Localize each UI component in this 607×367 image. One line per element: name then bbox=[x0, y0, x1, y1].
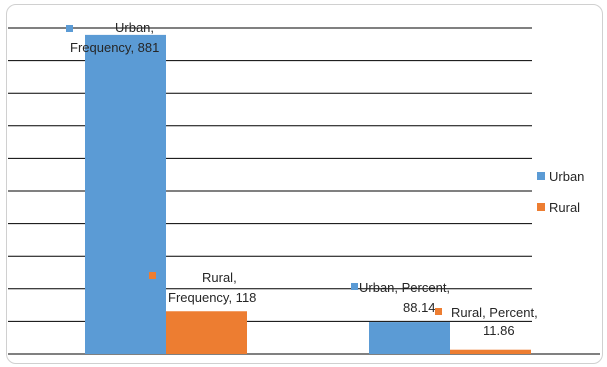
bars bbox=[85, 34, 531, 354]
data-label-marker bbox=[351, 283, 358, 290]
data-label: Frequency, 881 bbox=[70, 40, 159, 55]
legend-swatch-urban bbox=[537, 172, 545, 180]
data-label: Rural, bbox=[202, 270, 237, 285]
legend: Urban Rural bbox=[537, 169, 584, 215]
data-label: 88.14 bbox=[403, 300, 436, 315]
data-label: Frequency, 118 bbox=[168, 290, 256, 305]
bar-urban-frequency bbox=[85, 34, 166, 354]
data-label-marker bbox=[66, 25, 73, 32]
data-labels: Urban, Frequency, 881 Rural, Frequency, 118… bbox=[66, 20, 538, 338]
legend-label-urban: Urban bbox=[549, 169, 584, 184]
bar-rural-frequency bbox=[166, 311, 247, 354]
legend-swatch-rural bbox=[537, 203, 545, 211]
data-label: 11.86 bbox=[483, 323, 515, 338]
data-label-marker bbox=[149, 272, 156, 279]
bar-rural-percent bbox=[450, 349, 531, 354]
data-label: Rural, Percent, bbox=[451, 305, 538, 320]
data-label-marker bbox=[435, 308, 442, 315]
data-label: Urban, bbox=[115, 20, 154, 35]
data-label: Urban, Percent, bbox=[359, 280, 450, 295]
bar-urban-percent bbox=[369, 322, 450, 354]
legend-label-rural: Rural bbox=[549, 200, 580, 215]
